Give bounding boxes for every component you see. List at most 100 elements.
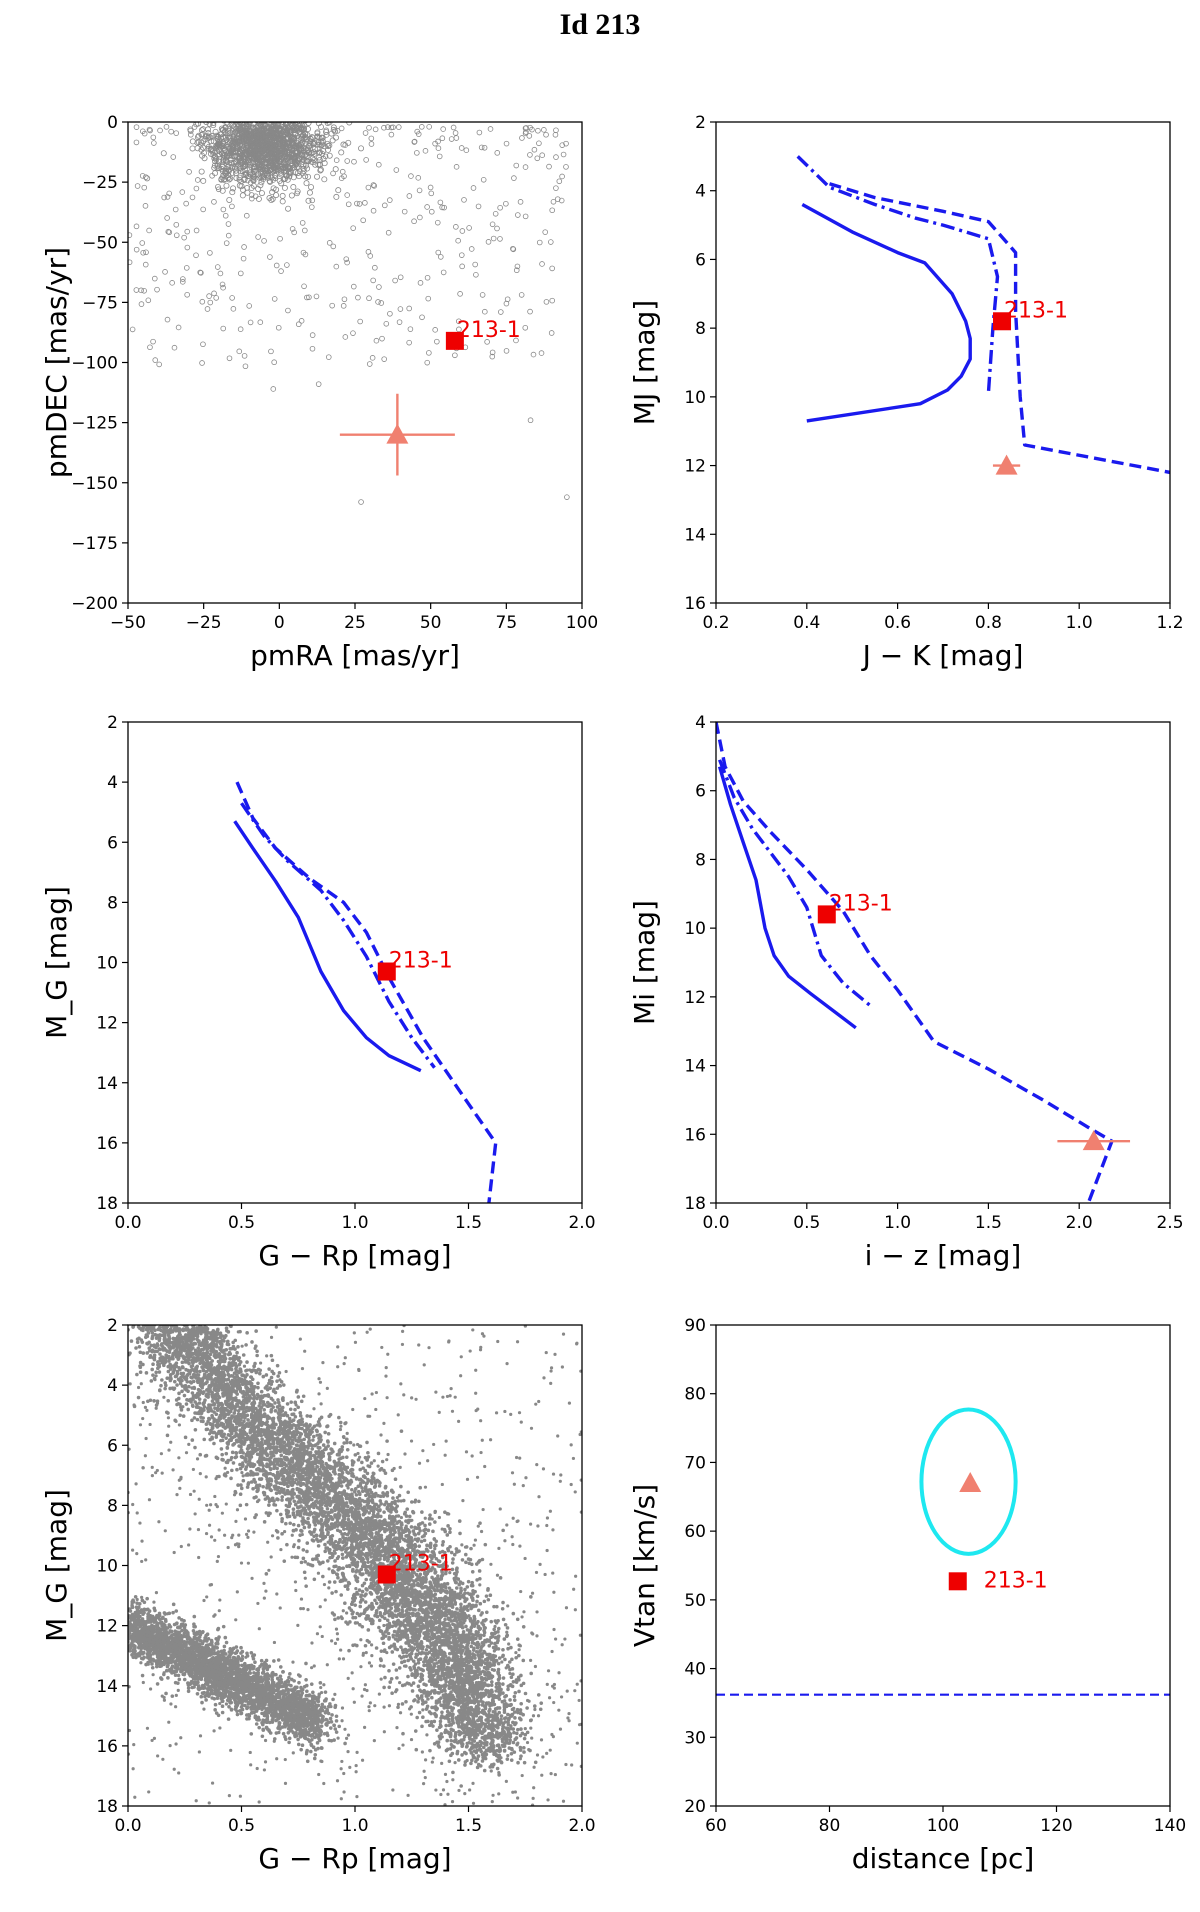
field-point	[233, 175, 240, 182]
field-point	[141, 184, 148, 191]
field-point	[279, 198, 286, 205]
field-point	[229, 1374, 234, 1378]
star-marker	[377, 962, 396, 981]
field-point	[171, 1309, 175, 1313]
field-point	[435, 1728, 439, 1732]
field-point	[515, 212, 521, 218]
field-point	[287, 107, 292, 112]
field-point	[195, 1321, 199, 1325]
field-point	[197, 1401, 202, 1405]
field-point	[305, 1414, 310, 1418]
field-point	[247, 319, 254, 326]
field-point	[173, 221, 180, 228]
y-tick-label: −175	[71, 534, 118, 554]
field-point	[457, 291, 463, 297]
field-point	[239, 124, 246, 131]
field-point	[549, 265, 555, 272]
field-point	[440, 126, 446, 132]
y-tick-label: 6	[107, 833, 118, 853]
field-point	[232, 165, 239, 172]
field-point	[164, 215, 170, 221]
field-point	[375, 161, 382, 168]
field-point	[211, 290, 217, 297]
field-point	[231, 123, 238, 130]
field-point	[316, 149, 323, 156]
field-point	[163, 124, 170, 130]
field-point	[366, 295, 372, 302]
star-marker	[445, 331, 464, 350]
field-point	[301, 1522, 305, 1526]
field-point	[395, 1676, 399, 1680]
field-point	[325, 1439, 330, 1443]
field-point	[166, 1301, 170, 1305]
field-point	[282, 1559, 287, 1563]
field-point	[427, 184, 434, 191]
field-point	[248, 185, 255, 192]
field-point	[261, 167, 268, 174]
field-point	[280, 168, 287, 175]
field-point	[288, 134, 295, 141]
x-tick-label: 2.0	[1066, 1213, 1093, 1233]
field-point	[309, 345, 316, 352]
field-point	[202, 136, 208, 142]
field-point	[543, 131, 549, 138]
field-point	[294, 190, 300, 197]
pm-panel: 213-1−50 −25 0 25 50 75 1000−25−50−75−100−125−…	[40, 105, 598, 672]
field-point	[397, 306, 404, 312]
field-point	[188, 1313, 192, 1317]
field-point	[518, 292, 525, 298]
field-point	[270, 125, 277, 132]
field-point	[177, 1310, 181, 1314]
field-point	[289, 108, 294, 113]
field-point	[451, 1770, 455, 1775]
field-point	[215, 1315, 219, 1319]
field-point	[219, 163, 226, 169]
field-point	[158, 1319, 162, 1323]
field-point	[226, 355, 233, 362]
field-point	[408, 173, 414, 179]
field-point	[522, 324, 529, 331]
field-point	[482, 308, 488, 315]
field-point	[293, 149, 300, 156]
field-point	[237, 167, 244, 174]
field-point	[439, 135, 446, 142]
x-tick-label: 2.0	[568, 1213, 595, 1233]
field-point	[181, 1292, 185, 1296]
field-point	[282, 114, 287, 119]
field-point	[542, 229, 549, 235]
field-point	[225, 221, 232, 227]
field-point	[128, 259, 133, 266]
field-point	[282, 1455, 287, 1460]
field-point	[142, 261, 149, 268]
field-point	[270, 177, 277, 183]
field-point	[180, 276, 186, 282]
field-point	[302, 251, 309, 258]
field-point	[251, 136, 258, 143]
field-point	[278, 268, 284, 274]
field-point	[453, 135, 460, 141]
field-point	[238, 178, 245, 185]
field-point	[181, 234, 187, 241]
y-tick-label: −75	[82, 293, 118, 313]
x-tick-label: 1.0	[341, 1213, 368, 1233]
model-dashed-line	[829, 182, 1170, 475]
x-tick-label: 1.2	[1156, 613, 1183, 633]
field-point	[276, 105, 281, 110]
field-point	[258, 163, 265, 170]
field-point	[158, 1307, 162, 1311]
field-point	[236, 158, 243, 165]
field-point	[311, 146, 318, 153]
field-point	[183, 1309, 187, 1313]
field-point	[204, 306, 211, 312]
field-point	[262, 116, 267, 121]
field-point	[143, 249, 149, 256]
field-point	[243, 136, 250, 143]
field-point	[144, 175, 151, 182]
field-point	[271, 296, 278, 302]
page-title: Id 213	[559, 8, 641, 41]
field-point	[312, 1577, 317, 1582]
field-point	[344, 1455, 349, 1459]
field-point	[472, 261, 478, 268]
field-point	[290, 105, 295, 110]
y-tick-label: 14	[96, 1074, 118, 1094]
